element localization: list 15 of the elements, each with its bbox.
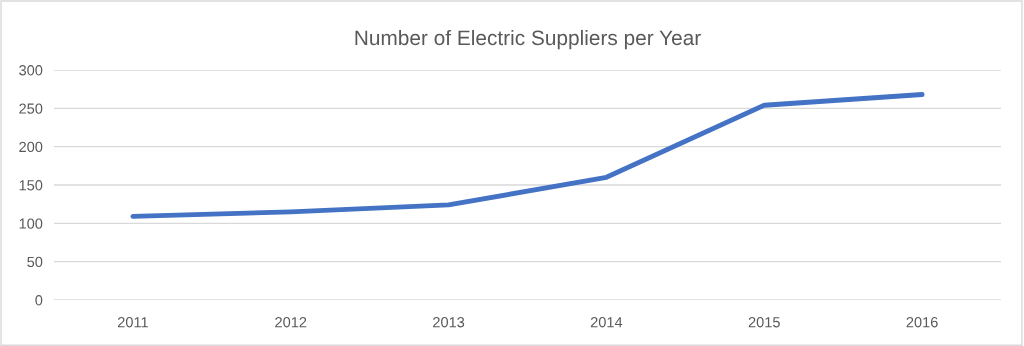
chart-title: Number of Electric Suppliers per Year bbox=[355, 29, 701, 50]
x-tick-label: 2013 bbox=[433, 317, 465, 328]
x-tick-label: 2015 bbox=[748, 317, 780, 328]
x-tick-label: 2016 bbox=[906, 317, 938, 328]
y-tick-label: 300 bbox=[19, 65, 43, 76]
y-tick-label: 100 bbox=[19, 218, 43, 229]
y-tick-label: 150 bbox=[19, 180, 43, 191]
line-series bbox=[130, 92, 925, 219]
x-tick-label: 2011 bbox=[117, 317, 148, 328]
y-tick-label: 250 bbox=[19, 103, 43, 114]
x-tick-label: 2014 bbox=[590, 317, 623, 328]
y-tick-label: 0 bbox=[35, 295, 43, 306]
y-tick-label: 50 bbox=[27, 256, 43, 268]
x-tick-label: 2012 bbox=[275, 317, 307, 328]
y-tick-label: 200 bbox=[19, 141, 43, 153]
